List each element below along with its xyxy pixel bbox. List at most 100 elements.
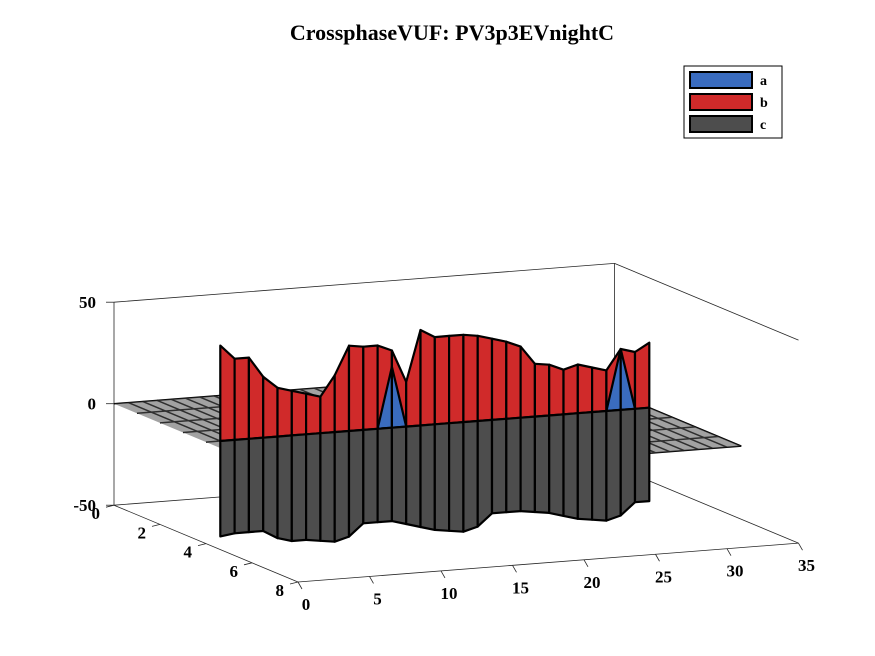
series-c-panel	[347, 428, 365, 538]
series-c-panel	[548, 413, 565, 518]
series-c-panel	[476, 418, 494, 528]
y-tick-mark	[289, 581, 299, 585]
series-b-panel	[633, 341, 651, 410]
x-tick-mark	[512, 565, 517, 573]
series-c-panel	[276, 434, 293, 543]
series-b-panel	[462, 333, 479, 424]
series-b-panel	[247, 356, 265, 440]
series-c-panel	[433, 422, 451, 532]
series-b-panel	[262, 375, 279, 439]
series-b-panel	[405, 328, 422, 428]
y-tick-label: 6	[230, 562, 239, 581]
series-c-panel	[619, 407, 637, 517]
series-c-panel	[305, 432, 322, 542]
y-tick-label: 8	[276, 581, 285, 600]
x-tick-mark	[798, 542, 803, 551]
series-c-panel	[376, 426, 393, 524]
y-tick-label: 2	[138, 523, 147, 542]
x-tick-label: 20	[584, 573, 601, 592]
legend-label-a: a	[760, 74, 767, 89]
z-tick-label: -50	[73, 496, 96, 515]
y-tick-mark	[197, 543, 207, 546]
x-tick-mark	[297, 581, 303, 590]
series-b-panel	[219, 344, 236, 443]
series-b-panel	[519, 345, 537, 419]
legend-label-c: c	[760, 118, 766, 133]
series-b-panel	[576, 363, 594, 415]
series-b-panel	[548, 363, 565, 417]
series-b-panel	[347, 344, 365, 433]
x-tick-label: 10	[441, 584, 458, 603]
series-b-panel	[433, 334, 451, 426]
series-c-panel	[319, 431, 336, 543]
series-c-panel	[233, 437, 250, 535]
legend-swatch-c	[689, 115, 753, 133]
series-c-panel	[390, 425, 408, 526]
legend-swatch-a	[689, 71, 753, 89]
z-tick-label: 0	[88, 395, 97, 414]
x-tick-label: 35	[798, 556, 815, 575]
z-tick-label: 50	[79, 293, 96, 312]
x-tick-label: 0	[302, 595, 311, 614]
y-tick-mark	[151, 524, 161, 527]
series-b-panel	[276, 386, 293, 438]
series-b-panel	[362, 344, 379, 431]
x-tick-label: 15	[512, 578, 529, 597]
x-tick-mark	[369, 576, 374, 584]
y-tick-label: 4	[184, 543, 193, 562]
series-c-panel	[633, 406, 651, 504]
box-edge	[614, 262, 799, 341]
x-tick-mark	[440, 570, 446, 579]
series-c-panel	[405, 424, 422, 529]
series-b-panel	[290, 389, 308, 437]
series-c-panel	[419, 423, 436, 532]
series-c-panel	[333, 429, 351, 543]
series-c-panel	[505, 416, 522, 514]
legend: abc	[683, 65, 783, 139]
series-c-panel	[448, 421, 465, 533]
series-c-panel	[247, 436, 265, 534]
series-c-panel	[562, 412, 579, 520]
y-tick-label: 0	[92, 504, 101, 523]
series-b-panel	[319, 374, 336, 435]
x-tick-label: 30	[727, 562, 744, 581]
x-tick-mark	[726, 548, 732, 556]
legend-swatch-b	[689, 93, 753, 111]
chart-title: CrossphaseVUF: PV3p3EVnightC	[290, 20, 614, 45]
plot-area	[113, 328, 742, 543]
legend-label-b: b	[760, 96, 768, 111]
series-c-panel	[462, 419, 479, 533]
series-b-panel	[305, 392, 322, 436]
series-b-panel	[490, 337, 508, 421]
series-c-panel	[576, 411, 594, 521]
series-c-panel	[519, 415, 537, 514]
y-tick-mark	[243, 562, 253, 566]
x-tick-mark	[583, 559, 589, 567]
x-tick-mark	[655, 554, 660, 562]
series-b-panel	[590, 366, 608, 414]
box-edge	[297, 542, 799, 583]
x-tick-label: 5	[373, 589, 382, 608]
series-c-panel	[605, 408, 622, 522]
series-b-panel	[419, 328, 436, 427]
y-tick-mark	[105, 504, 115, 508]
series-c-panel	[219, 438, 236, 538]
series-c-panel	[490, 417, 508, 515]
box-edge	[113, 262, 615, 303]
series-c-panel	[590, 409, 608, 522]
x-tick-label: 25	[655, 567, 672, 586]
series-c-panel	[362, 427, 379, 525]
series-b-panel	[476, 334, 494, 423]
series-b-panel	[562, 363, 579, 416]
series-b-panel	[448, 333, 465, 425]
series-c-panel	[290, 433, 308, 543]
series-c-panel	[262, 435, 279, 540]
series-b-panel	[333, 344, 351, 434]
series-b-panel	[233, 356, 250, 441]
series-b-panel	[533, 362, 551, 418]
series-b-panel	[505, 340, 522, 420]
series-c-panel	[533, 414, 551, 515]
